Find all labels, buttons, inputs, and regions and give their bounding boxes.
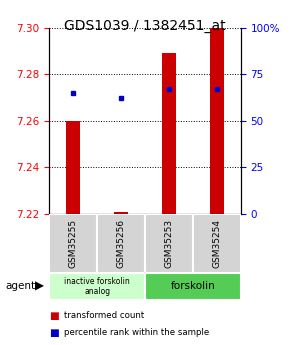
Bar [145, 214, 193, 273]
Text: forskolin: forskolin [171, 282, 215, 291]
Text: ■: ■ [49, 328, 59, 338]
Bar [193, 214, 241, 273]
Bar [114, 211, 128, 214]
Text: GSM35254: GSM35254 [212, 219, 221, 268]
Text: ▶: ▶ [35, 280, 44, 293]
Bar [145, 273, 241, 300]
Text: inactive forskolin
analog: inactive forskolin analog [64, 277, 130, 296]
Bar [97, 214, 145, 273]
Text: GDS1039 / 1382451_at: GDS1039 / 1382451_at [64, 19, 226, 33]
Text: GSM35255: GSM35255 [69, 219, 78, 268]
Bar [210, 28, 224, 214]
Text: GSM35256: GSM35256 [117, 219, 126, 268]
Text: transformed count: transformed count [64, 311, 144, 320]
Text: percentile rank within the sample: percentile rank within the sample [64, 328, 209, 337]
Bar [49, 214, 97, 273]
Bar [66, 121, 80, 214]
Text: ■: ■ [49, 311, 59, 321]
Text: GSM35253: GSM35253 [164, 219, 173, 268]
Text: agent: agent [6, 282, 36, 291]
Bar [162, 53, 176, 214]
Bar [49, 273, 145, 300]
